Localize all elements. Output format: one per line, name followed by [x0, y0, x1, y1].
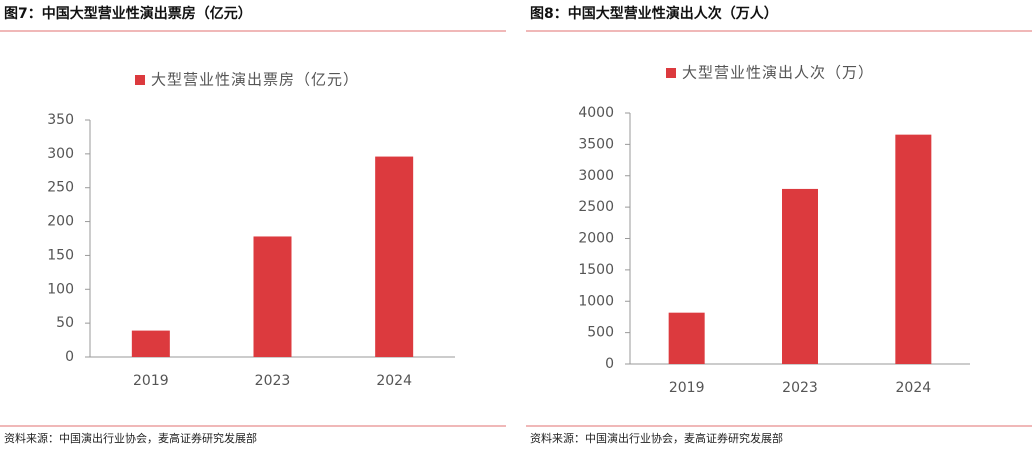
x-tick-label: 2019 — [133, 373, 169, 389]
x-tick-label: 2023 — [782, 380, 818, 396]
bar — [782, 188, 818, 364]
y-tick-label: 350 — [47, 112, 74, 128]
y-tick-label: 500 — [587, 325, 614, 341]
x-tick-label: 2024 — [896, 380, 932, 396]
y-tick-label: 1000 — [578, 293, 614, 309]
x-tick-label: 2019 — [669, 380, 705, 396]
legend-label: 大型营业性演出票房（亿元） — [151, 71, 359, 89]
y-tick-label: 3000 — [578, 168, 614, 184]
legend-swatch — [666, 68, 676, 78]
x-tick-label: 2023 — [255, 373, 291, 389]
y-tick-label: 250 — [47, 180, 74, 196]
bar — [131, 330, 170, 357]
legend-swatch — [135, 75, 145, 85]
y-tick-label: 2000 — [578, 231, 614, 247]
source-note: 资料来源：中国演出行业协会，麦高证券研究发展部 — [4, 431, 257, 445]
y-tick-label: 3500 — [578, 136, 614, 152]
bar — [375, 156, 414, 357]
y-tick-label: 4000 — [578, 105, 614, 121]
legend-label: 大型营业性演出人次（万） — [682, 64, 874, 82]
y-tick-label: 50 — [56, 315, 74, 331]
y-tick-label: 100 — [47, 281, 74, 297]
y-tick-label: 200 — [47, 214, 74, 230]
y-tick-label: 1500 — [578, 262, 614, 278]
source-note: 资料来源：中国演出行业协会，麦高证券研究发展部 — [530, 431, 783, 445]
bar — [668, 312, 705, 364]
x-tick-label: 2024 — [376, 373, 412, 389]
y-tick-label: 150 — [47, 247, 74, 263]
y-tick-label: 2500 — [578, 199, 614, 215]
figure-title: 图8：中国大型营业性演出人次（万人） — [530, 5, 778, 22]
y-tick-label: 0 — [605, 356, 614, 372]
y-tick-label: 300 — [47, 146, 74, 162]
y-tick-label: 0 — [65, 349, 74, 365]
bar — [895, 134, 932, 364]
figure-title: 图7：中国大型营业性演出票房（亿元） — [4, 5, 252, 22]
bar — [253, 236, 292, 357]
